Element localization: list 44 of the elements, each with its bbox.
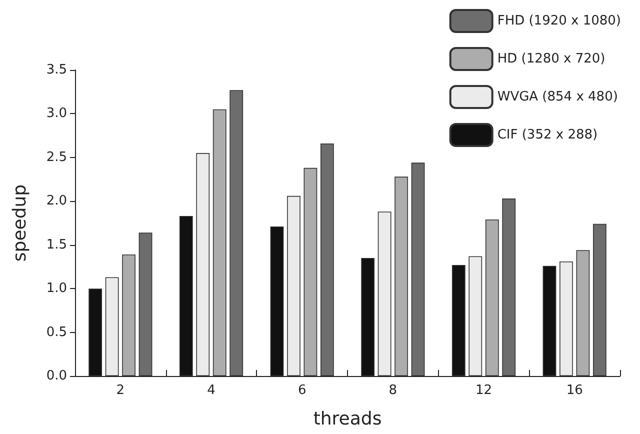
x-tick-label: 4 bbox=[207, 383, 216, 398]
y-tick-label: 3.0 bbox=[46, 106, 67, 122]
y-tick-label: 0.5 bbox=[46, 324, 67, 340]
y-tick-label: 3.5 bbox=[46, 62, 67, 78]
x-axis-title: threads bbox=[313, 408, 382, 430]
y-tick-label: 1.0 bbox=[46, 281, 67, 296]
bar bbox=[320, 143, 334, 376]
x-tick-label: 2 bbox=[116, 383, 125, 398]
x-tick-label: 6 bbox=[298, 383, 306, 398]
bar bbox=[361, 258, 375, 376]
bar bbox=[394, 176, 408, 376]
bar bbox=[411, 162, 425, 376]
x-tick-label: 16 bbox=[566, 383, 583, 398]
bar bbox=[468, 256, 482, 376]
y-tick-label: 2.0 bbox=[46, 194, 67, 209]
bar bbox=[502, 198, 516, 376]
bar bbox=[196, 153, 210, 376]
y-tick-label: 0.0 bbox=[46, 368, 67, 384]
bar bbox=[542, 266, 556, 376]
bar bbox=[122, 254, 136, 376]
legend-label: CIF (352 x 288) bbox=[497, 128, 598, 142]
bar bbox=[485, 220, 499, 376]
legend-label: WVGA (854 x 480) bbox=[497, 90, 618, 104]
bar bbox=[270, 226, 284, 376]
bar bbox=[212, 109, 226, 376]
legend-label: HD (1280 x 720) bbox=[497, 52, 606, 66]
bar bbox=[576, 250, 590, 376]
bar bbox=[230, 90, 244, 376]
bar bbox=[560, 261, 573, 376]
bar bbox=[105, 277, 119, 376]
y-tick-label: 2.5 bbox=[46, 150, 67, 165]
bar bbox=[179, 216, 193, 376]
legend-label: FHD (1920 x 1080) bbox=[497, 14, 622, 28]
bar bbox=[138, 232, 152, 376]
bar bbox=[592, 224, 606, 376]
bar bbox=[452, 264, 466, 376]
bar bbox=[378, 212, 392, 376]
x-tick-label: 8 bbox=[388, 383, 398, 398]
bar bbox=[304, 168, 318, 376]
x-tick-label: 12 bbox=[475, 383, 492, 398]
y-tick-label: 1.5 bbox=[46, 237, 67, 252]
bar bbox=[88, 288, 102, 376]
bar bbox=[287, 196, 300, 376]
y-axis-title: speedup bbox=[10, 184, 30, 262]
